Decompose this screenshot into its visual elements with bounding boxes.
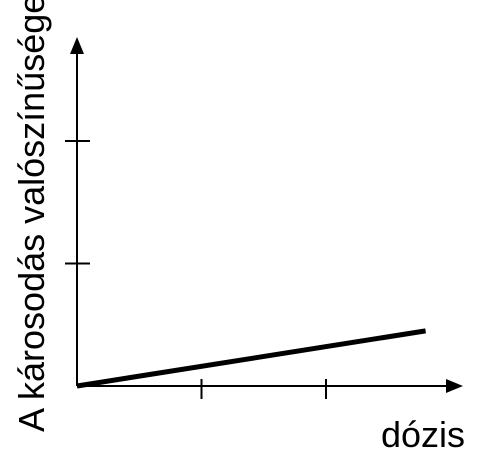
x-axis-ticks	[200, 379, 327, 399]
x-axis-arrowhead	[446, 379, 463, 393]
series-line	[76, 328, 426, 389]
y-axis-arrowhead	[70, 37, 84, 54]
y-axis-ticks	[65, 140, 90, 265]
series-group	[76, 328, 426, 389]
x-axis-label: dózis	[381, 414, 465, 449]
y-axis-label: A károsodás valószínűsége	[11, 0, 52, 432]
